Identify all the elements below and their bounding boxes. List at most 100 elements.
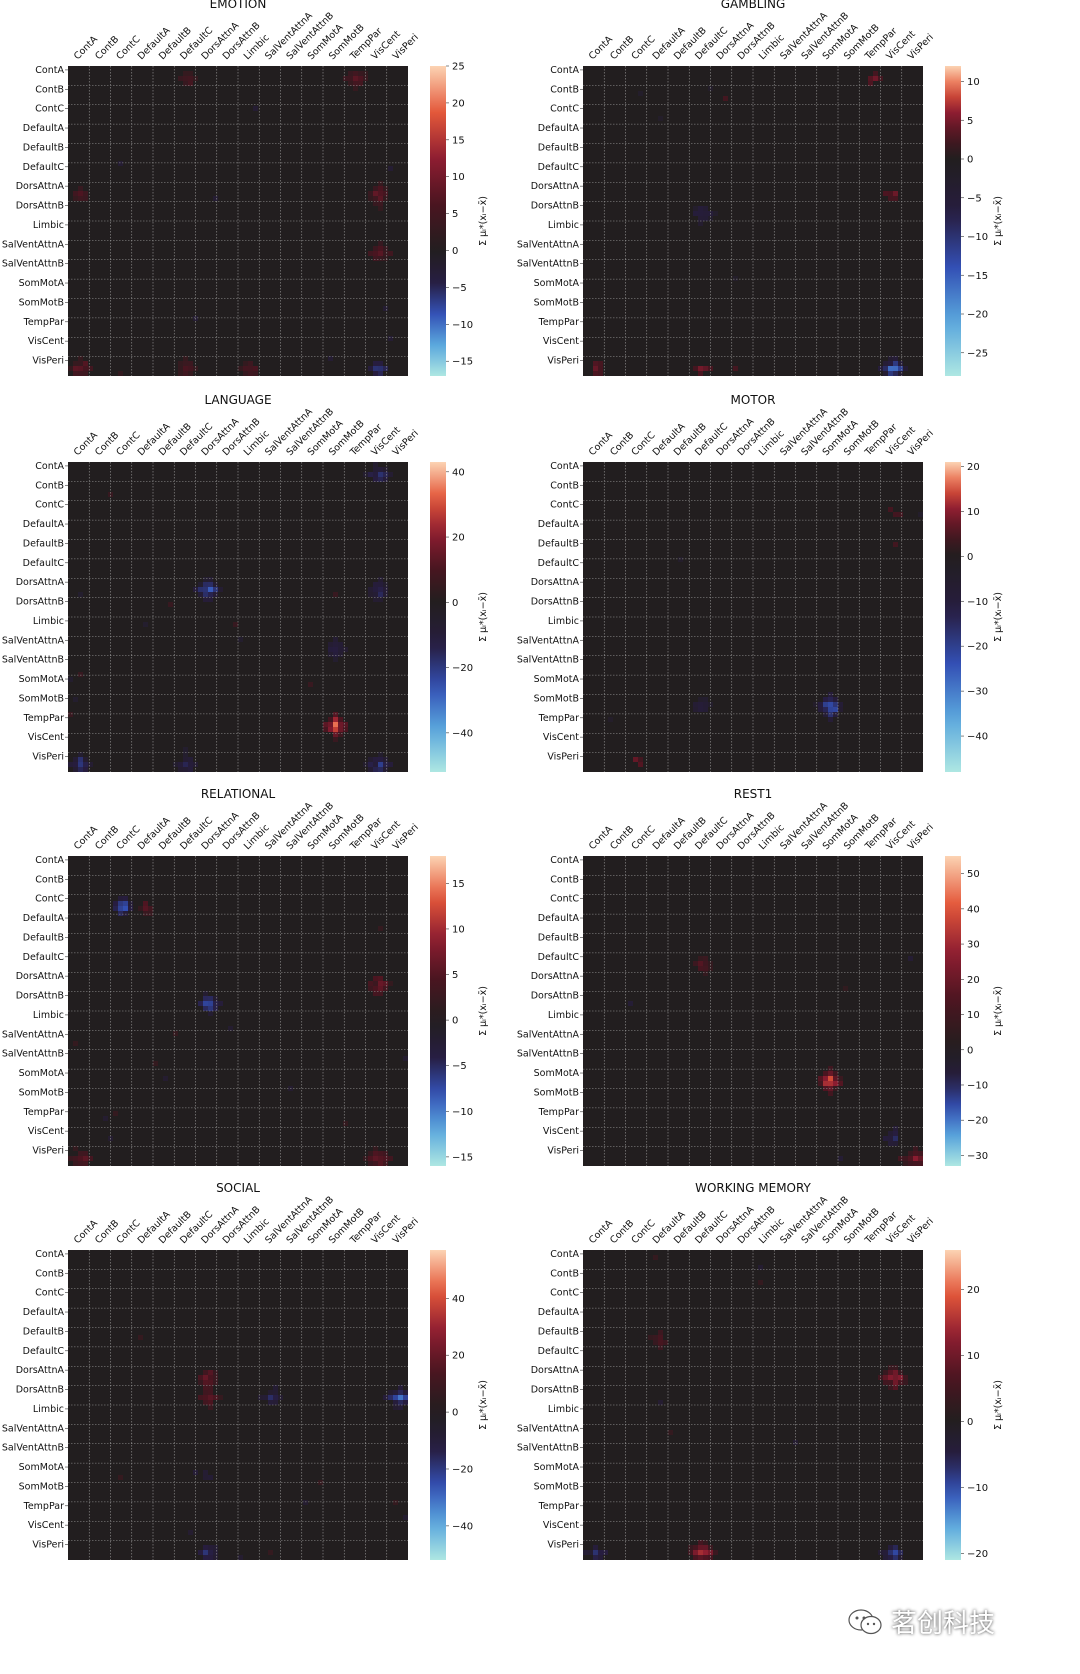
heatmap-cell <box>383 582 388 587</box>
y-tick-label: DorsAttnA <box>16 971 65 982</box>
heatmap-cell <box>658 1335 663 1340</box>
heatmap-cell <box>368 981 373 986</box>
heatmap-cell <box>208 996 213 1001</box>
heatmap-cell <box>273 1385 278 1390</box>
y-tick-label: DefaultB <box>23 932 64 943</box>
heatmap-cell <box>638 757 643 762</box>
heatmap-cell <box>893 1126 898 1131</box>
colorbar-tick-label: 40 <box>452 1294 465 1305</box>
heatmap-cell <box>918 512 923 517</box>
y-tick-label: DefaultA <box>538 123 580 134</box>
heatmap-cell <box>208 1001 213 1006</box>
heatmap-cell <box>883 1375 888 1380</box>
heatmap-cell <box>373 186 378 191</box>
heatmap-cell <box>383 592 388 597</box>
y-tick-label: DorsAttnB <box>531 991 579 1002</box>
heatmap-cell <box>828 1091 833 1096</box>
heatmap-cell <box>383 306 388 311</box>
colorbar-tick-label: 10 <box>452 924 465 935</box>
y-tick-label: VisPeri <box>32 356 64 367</box>
heatmap-cell <box>898 1156 903 1161</box>
heatmap-cell <box>708 216 713 221</box>
heatmap-cell <box>243 361 248 366</box>
y-tick-label: SalVentAttnB <box>2 259 64 270</box>
heatmap-cell <box>593 366 598 371</box>
heatmap-cell <box>258 1395 263 1400</box>
y-tick-label: DefaultB <box>23 142 64 153</box>
y-tick-label: DefaultA <box>538 1307 580 1318</box>
heatmap-cell <box>338 642 343 647</box>
y-tick-label: DefaultC <box>23 952 65 963</box>
y-tick-label: DorsAttnA <box>531 971 580 982</box>
y-tick-label: SomMotB <box>534 297 579 308</box>
y-tick-label: SalVentAttnA <box>517 1029 580 1040</box>
heatmap-cell <box>383 467 388 472</box>
colorbar-label: Σ μᵢ*(xᵢ−x̄) <box>478 196 489 246</box>
heatmap-cell <box>403 1395 408 1400</box>
y-tick-label: SomMotB <box>19 297 64 308</box>
heatmap-cell <box>203 991 208 996</box>
heatmap-cell <box>208 597 213 602</box>
colorbar-tick-label: −20 <box>967 1549 988 1560</box>
colorbar-tick-label: −20 <box>967 642 988 653</box>
heatmap-cell <box>688 1550 693 1555</box>
heatmap-cell <box>838 1156 843 1161</box>
heatmap-cell <box>328 652 333 657</box>
heatmap-cell <box>213 1395 218 1400</box>
heatmap-cell <box>208 577 213 582</box>
heatmap-cell <box>893 1555 898 1560</box>
y-tick-label: DefaultB <box>538 538 579 549</box>
heatmap-cell <box>208 1375 213 1380</box>
heatmap-cell <box>68 762 73 767</box>
heatmap-cell <box>73 762 78 767</box>
heatmap-cell <box>198 1375 203 1380</box>
y-tick-label: TempPar <box>538 713 579 724</box>
heatmap-cell <box>898 371 903 376</box>
heatmap-cell <box>203 1550 208 1555</box>
heatmap-cell <box>68 1156 73 1161</box>
heatmap-cell <box>378 251 383 256</box>
heatmap-cell <box>373 246 378 251</box>
heatmap-cell <box>378 366 383 371</box>
heatmap-cell <box>893 1545 898 1550</box>
colorbar-tick-label: 10 <box>967 77 980 88</box>
heatmap-cell <box>198 1001 203 1006</box>
heatmap-cell <box>83 361 88 366</box>
y-tick-label: VisPeri <box>32 1540 64 1551</box>
heatmap-cell <box>333 727 338 732</box>
heatmap-cell <box>828 697 833 702</box>
heatmap-cell <box>173 1031 178 1036</box>
heatmap-cell <box>253 371 258 376</box>
heatmap-cell <box>833 697 838 702</box>
colorbar-tick-label: 15 <box>452 135 465 146</box>
heatmap-cell <box>698 961 703 966</box>
colorbar-tick-label: −30 <box>967 687 988 698</box>
heatmap-cell <box>703 1550 708 1555</box>
heatmap-cell <box>383 1161 388 1166</box>
heatmap-cell <box>203 597 208 602</box>
y-tick-label: SomMotA <box>19 674 65 685</box>
heatmap-cell <box>368 196 373 201</box>
colorbar-label: Σ μᵢ*(xᵢ−x̄) <box>993 986 1004 1036</box>
y-tick-label: ContC <box>550 894 579 905</box>
heatmap-cell <box>898 512 903 517</box>
heatmap-cell <box>243 366 248 371</box>
y-tick-label: ContC <box>35 894 64 905</box>
heatmap-cell <box>338 652 343 657</box>
heatmap-cell <box>113 906 118 911</box>
y-tick-label: DefaultC <box>538 1346 580 1357</box>
colorbar-tick-label: 20 <box>967 1285 980 1296</box>
heatmap-cell <box>398 1385 403 1390</box>
heatmap-cell <box>198 1380 203 1385</box>
heatmap-cell <box>383 472 388 477</box>
y-tick-label: Limbic <box>33 616 64 627</box>
heatmap-cell <box>378 191 383 196</box>
heatmap-cell <box>118 371 123 376</box>
y-tick-label: ContB <box>550 480 579 491</box>
heatmap-cell <box>183 366 188 371</box>
y-tick-label: DorsAttnA <box>16 1365 65 1376</box>
heatmap-cell <box>393 1405 398 1410</box>
heatmap-cell <box>758 1280 763 1285</box>
heatmap-cell <box>903 1375 908 1380</box>
